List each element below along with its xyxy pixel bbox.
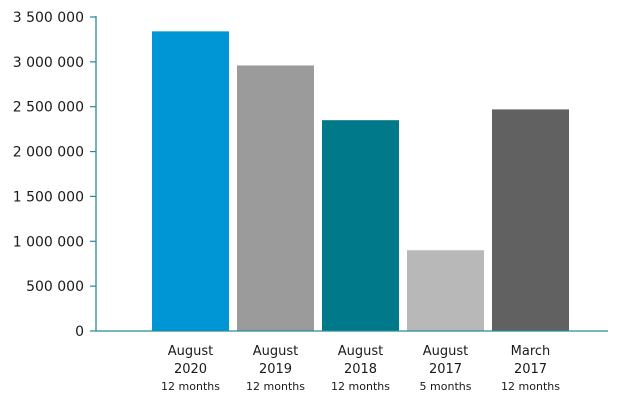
x-category-label: August [253,344,299,359]
x-category-label: 12 months [331,380,390,393]
x-category-label: 5 months [420,380,472,393]
x-category-label: 2020 [174,362,207,377]
y-tick-label: 3 500 000 [13,10,84,26]
x-category-label: 12 months [501,380,560,393]
x-category-label: 2019 [259,362,292,377]
y-tick-label: 0 [75,324,84,340]
bar [492,109,569,331]
y-tick-label: 500 000 [26,279,84,295]
bar [237,65,314,332]
y-tick-label: 1 000 000 [13,234,84,250]
x-category-label: August [168,344,214,359]
bar [407,250,484,331]
x-category-label: 2017 [514,362,547,377]
x-category-label: August [423,344,469,359]
bars [152,31,569,332]
y-axis-ticks: 0 500 000 1 000 000 1 500 000 2 000 000 2 500… [13,10,96,340]
bar [152,31,229,332]
x-category-label: 2018 [344,362,377,377]
y-tick-label: 2 000 000 [13,145,84,161]
x-category-label: 2017 [429,362,462,377]
y-tick-label: 2 500 000 [13,100,84,116]
x-category-label: March [511,344,551,359]
x-category-label: 12 months [246,380,305,393]
y-tick-label: 1 500 000 [13,189,84,205]
y-tick-label: 3 000 000 [13,55,84,71]
bar [322,120,399,332]
x-category-label: 12 months [161,380,220,393]
x-category-label: August [338,344,384,359]
x-axis-labels: August 2020 12 months August 2019 12 months Au… [161,344,560,393]
